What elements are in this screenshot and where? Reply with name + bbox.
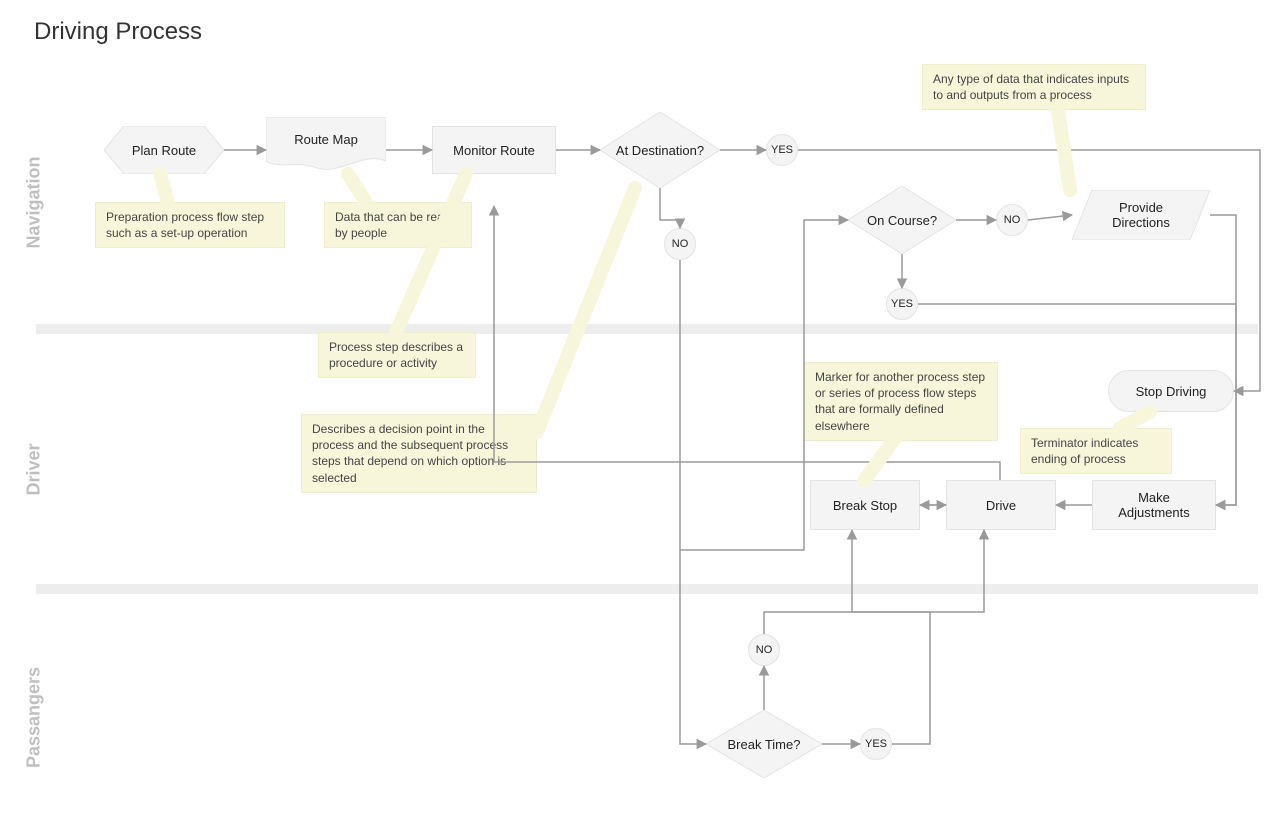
node-break-stop-label: Break Stop	[833, 498, 897, 513]
node-drive: Drive	[946, 480, 1056, 530]
lane-label-navigation: Navigation	[24, 148, 45, 258]
note-prep: Preparation process flow step such as a …	[95, 202, 285, 248]
diagram-title: Driving Process	[34, 18, 202, 46]
node-no-course: NO	[996, 204, 1028, 236]
node-make-adjustments-label: Make Adjustments	[1118, 490, 1190, 520]
note-decision: Describes a decision point in the proces…	[301, 414, 537, 493]
node-yes-break: YES	[860, 728, 892, 760]
shape-plan-route	[104, 126, 224, 174]
node-no-course-label: NO	[1004, 214, 1021, 226]
shape-provide-directions	[1072, 190, 1210, 240]
node-monitor-route: Monitor Route	[432, 126, 556, 174]
lane-label-driver: Driver	[24, 430, 45, 510]
node-yes-dest: YES	[766, 134, 798, 166]
node-no-dest: NO	[664, 228, 696, 260]
node-make-adjustments: Make Adjustments	[1092, 480, 1216, 530]
lane-label-passengers: Passangers	[24, 658, 45, 778]
note-subprocess: Marker for another process step or serie…	[804, 362, 998, 441]
node-no-break: NO	[748, 634, 780, 666]
node-yes-course: YES	[886, 288, 918, 320]
shape-route-map	[266, 117, 386, 173]
node-yes-dest-label: YES	[771, 144, 793, 156]
node-drive-label: Drive	[986, 498, 1016, 513]
node-yes-break-label: YES	[865, 738, 887, 750]
lane-divider-1	[36, 324, 1258, 334]
note-terminator: Terminator indicates ending of process	[1020, 428, 1172, 474]
note-process: Process step describes a procedure or ac…	[318, 332, 476, 378]
node-stop-driving: Stop Driving	[1108, 370, 1234, 412]
node-stop-driving-label: Stop Driving	[1136, 384, 1207, 399]
node-no-dest-label: NO	[672, 238, 689, 250]
node-no-break-label: NO	[756, 644, 773, 656]
node-monitor-route-label: Monitor Route	[453, 143, 535, 158]
shape-on-course	[848, 186, 956, 254]
note-document: Data that can be read by people	[324, 202, 472, 248]
node-yes-course-label: YES	[891, 298, 913, 310]
note-data: Any type of data that indicates inputs t…	[922, 64, 1146, 110]
lane-divider-2	[36, 584, 1258, 594]
node-break-stop: Break Stop	[810, 480, 920, 530]
shape-at-destination	[600, 112, 720, 188]
shape-break-time	[706, 710, 822, 778]
